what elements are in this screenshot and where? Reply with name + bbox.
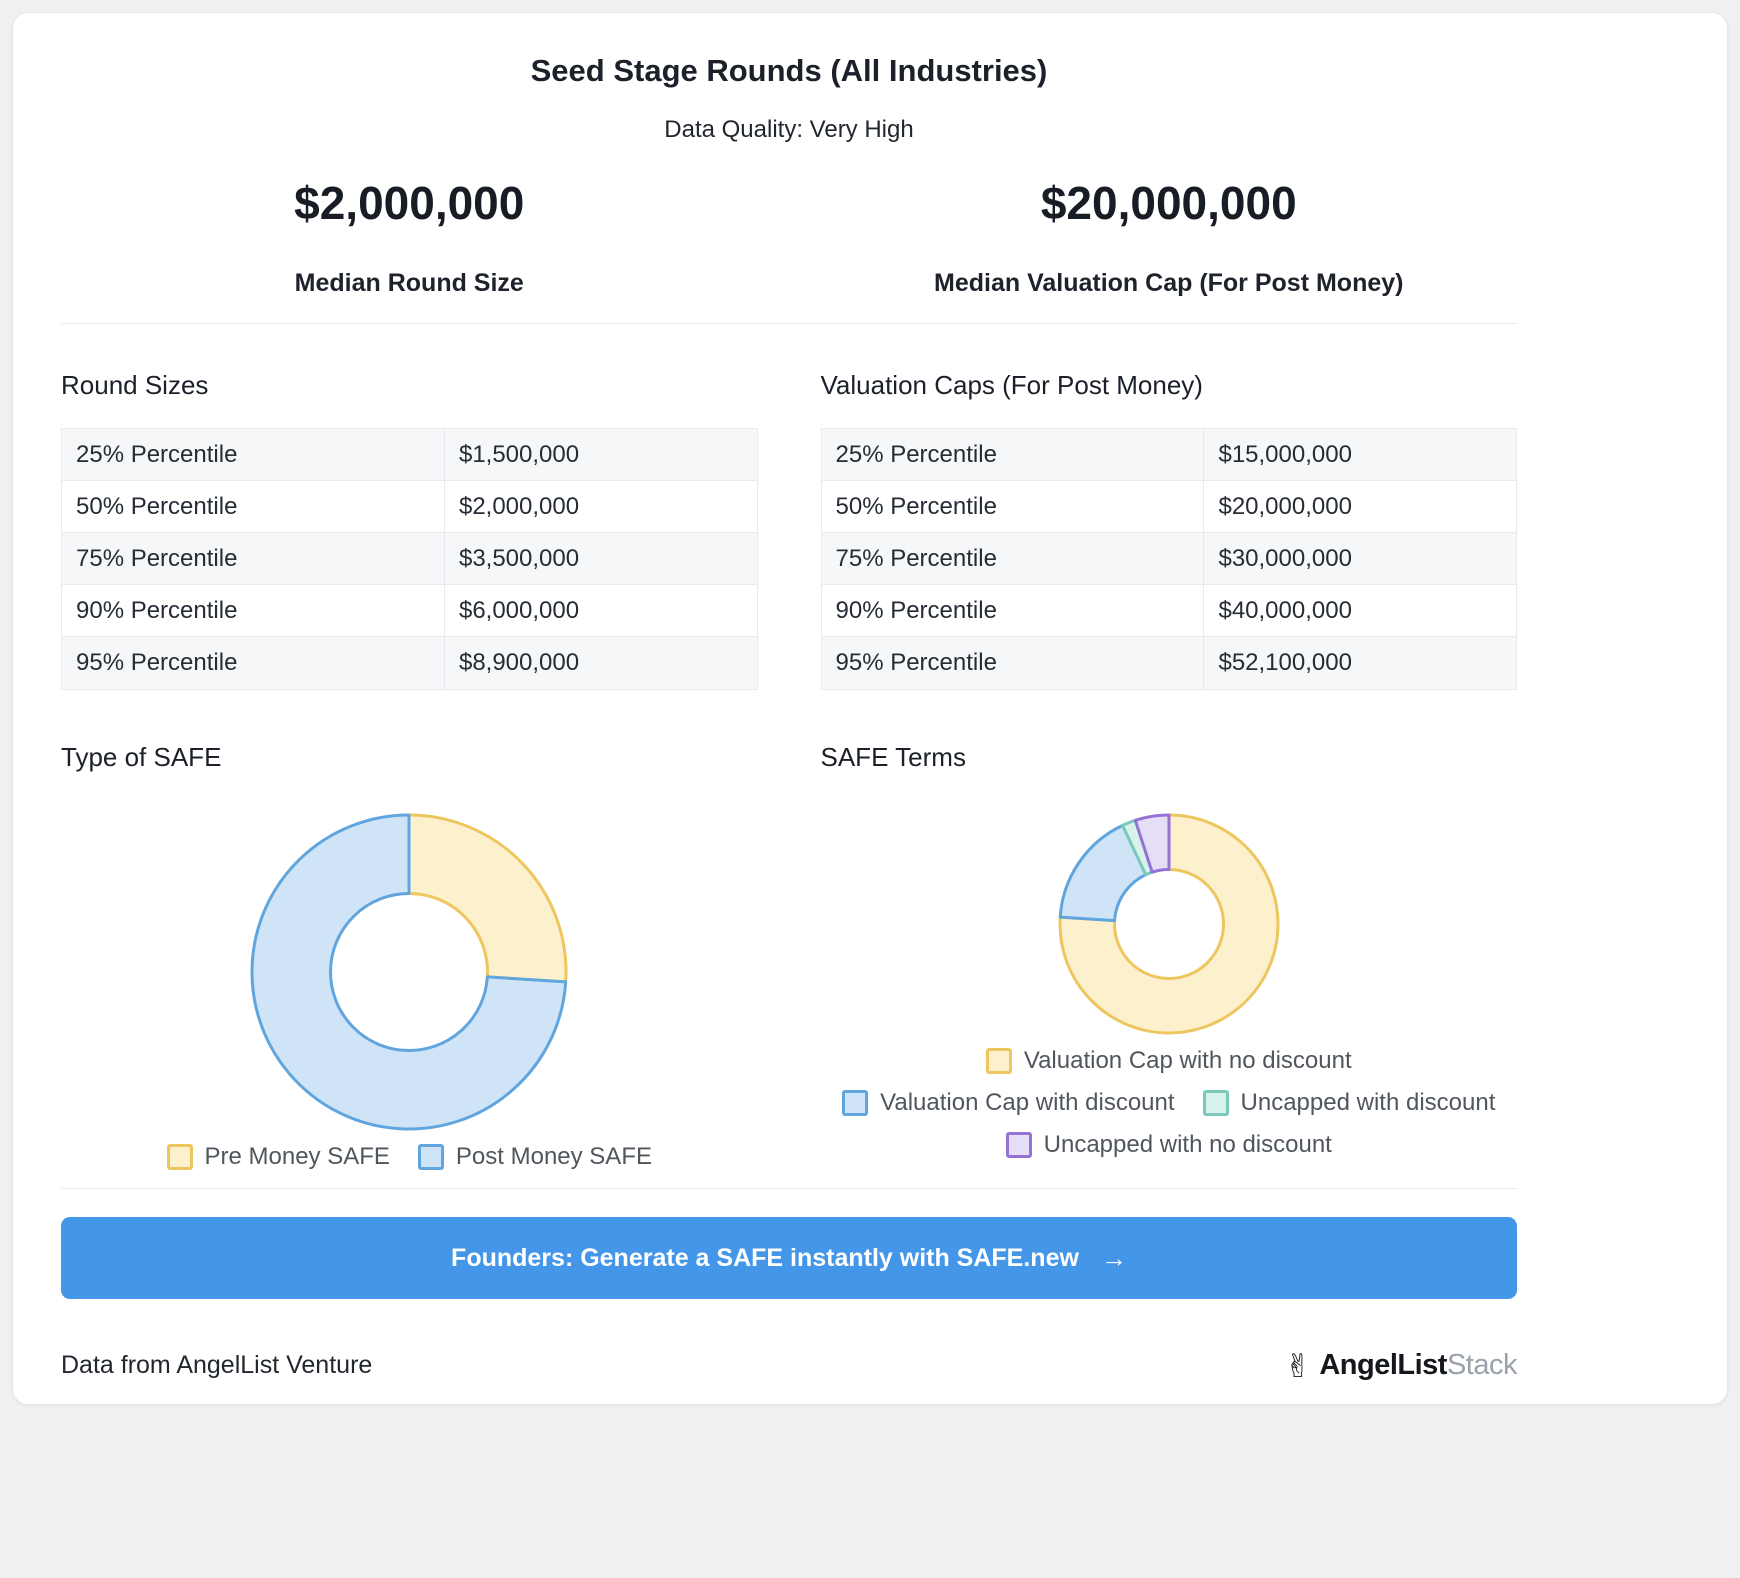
chart-title: SAFE Terms bbox=[820, 742, 966, 772]
divider bbox=[61, 323, 1517, 324]
legend-swatch-icon bbox=[842, 1090, 869, 1116]
donut-chart-svg bbox=[250, 813, 568, 1131]
legend-swatch-icon bbox=[1202, 1090, 1229, 1116]
card-content: Seed Stage Rounds (All Industries) Data … bbox=[61, 53, 1518, 1384]
page-title: Seed Stage Rounds (All Industries) bbox=[530, 53, 1048, 88]
table-cell-label: 90% Percentile bbox=[76, 596, 238, 624]
table-cell-value: $1,500,000 bbox=[443, 429, 757, 480]
divider bbox=[61, 1188, 1517, 1189]
stat-label: Median Valuation Cap (For Post Money) bbox=[934, 269, 1404, 297]
table-row: 25% Percentile $15,000,000 bbox=[821, 429, 1516, 481]
safe-new-cta-button[interactable]: Founders: Generate a SAFE instantly with… bbox=[61, 1217, 1517, 1299]
table-row: 75% Percentile $3,500,000 bbox=[62, 533, 757, 585]
safe-terms-donut-chart bbox=[821, 812, 1518, 1036]
donut-slice bbox=[1133, 813, 1171, 874]
table-row: 50% Percentile $2,000,000 bbox=[62, 481, 757, 533]
median-valuation-cap-stat: $20,000,000 Median Valuation Cap (For Po… bbox=[821, 175, 1518, 299]
legend-label: Uncapped with discount bbox=[1240, 1089, 1496, 1116]
stat-value: $2,000,000 bbox=[294, 177, 525, 229]
table-cell-label: 95% Percentile bbox=[835, 649, 997, 676]
legend-swatch-icon bbox=[166, 1144, 193, 1170]
safe-terms-chart-section: SAFE Terms Valuation Cap with no discoun… bbox=[821, 740, 1518, 1172]
footer: Data from AngelList Venture ✌ AngelList S… bbox=[61, 1347, 1518, 1384]
data-quality-subtitle: Data Quality: Very High bbox=[664, 116, 914, 143]
table-cell-label: 90% Percentile bbox=[835, 596, 997, 624]
table-row: 90% Percentile $6,000,000 bbox=[62, 585, 757, 637]
table-cell-value: $30,000,000 bbox=[1203, 533, 1516, 584]
table-cell-label: 95% Percentile bbox=[76, 649, 238, 676]
section-title: Round Sizes bbox=[61, 370, 209, 400]
logo-brand-text: AngelList bbox=[1319, 1349, 1447, 1381]
table-cell-value: $40,000,000 bbox=[1203, 585, 1516, 636]
table-cell-label: 75% Percentile bbox=[76, 544, 238, 572]
table-cell-value: $15,000,000 bbox=[1203, 429, 1516, 480]
table-cell-value: $3,500,000 bbox=[443, 533, 757, 584]
table-cell-value: $20,000,000 bbox=[1203, 481, 1516, 532]
donut-chart-svg bbox=[1058, 813, 1280, 1035]
table-cell-value: $52,100,000 bbox=[1203, 637, 1516, 689]
donut-slice bbox=[407, 813, 568, 984]
legend-item[interactable]: Pre Money SAFE bbox=[166, 1142, 390, 1172]
table-cell-label: 25% Percentile bbox=[76, 440, 238, 468]
table-cell-label: 25% Percentile bbox=[835, 440, 997, 468]
table-row: 95% Percentile $8,900,000 bbox=[62, 637, 757, 689]
type-of-safe-chart-section: Type of SAFE Pre Money SAFE Post Money SA… bbox=[61, 740, 758, 1172]
legend-item[interactable]: Valuation Cap with no discount bbox=[985, 1046, 1352, 1076]
type-of-safe-legend: Pre Money SAFE Post Money SAFE bbox=[61, 1142, 758, 1172]
arrow-right-icon: → bbox=[1100, 1242, 1127, 1273]
legend-label: Valuation Cap with discount bbox=[880, 1089, 1175, 1116]
legend-swatch-icon bbox=[985, 1048, 1012, 1074]
legend-label: Pre Money SAFE bbox=[204, 1143, 390, 1170]
legend-item[interactable]: Valuation Cap with discount bbox=[842, 1088, 1175, 1118]
stat-value: $20,000,000 bbox=[1040, 177, 1297, 229]
legend-label: Valuation Cap with no discount bbox=[1023, 1047, 1352, 1074]
table-cell-label: 50% Percentile bbox=[76, 492, 238, 520]
legend-swatch-icon bbox=[1005, 1132, 1032, 1158]
safe-terms-legend: Valuation Cap with no discount Valuation … bbox=[821, 1046, 1518, 1160]
table-cell-value: $6,000,000 bbox=[443, 585, 757, 636]
type-of-safe-donut-chart bbox=[61, 812, 758, 1132]
table-cell-label: 50% Percentile bbox=[835, 492, 997, 520]
valuation-caps-table: 25% Percentile $15,000,000 50% Percentile $… bbox=[820, 428, 1517, 690]
round-sizes-section: Round Sizes 25% Percentile $1,500,000 50% … bbox=[61, 368, 758, 690]
round-sizes-table: 25% Percentile $1,500,000 50% Percentile $2… bbox=[61, 428, 758, 690]
table-row: 50% Percentile $20,000,000 bbox=[821, 481, 1516, 533]
angellist-stack-logo: ✌ AngelList Stack bbox=[1284, 1347, 1518, 1384]
legend-item[interactable]: Uncapped with discount bbox=[1202, 1088, 1496, 1118]
percentile-tables-row: Round Sizes 25% Percentile $1,500,000 50% … bbox=[61, 368, 1517, 690]
section-title: Valuation Caps (For Post Money) bbox=[820, 370, 1203, 400]
donut-slice bbox=[250, 813, 568, 1131]
legend-label: Uncapped with no discount bbox=[1043, 1131, 1332, 1158]
stats-card: Seed Stage Rounds (All Industries) Data … bbox=[12, 12, 1728, 1405]
legend-swatch-icon bbox=[417, 1144, 444, 1170]
cta-label: Founders: Generate a SAFE instantly with… bbox=[451, 1243, 1079, 1272]
chart-title: Type of SAFE bbox=[61, 742, 222, 772]
table-row: 95% Percentile $52,100,000 bbox=[821, 637, 1516, 689]
table-row: 25% Percentile $1,500,000 bbox=[62, 429, 757, 481]
data-source-text: Data from AngelList Venture bbox=[61, 1351, 373, 1379]
table-cell-value: $2,000,000 bbox=[443, 481, 757, 532]
headline-stats: $2,000,000 Median Round Size $20,000,000… bbox=[61, 175, 1517, 299]
peace-hand-icon: ✌ bbox=[1284, 1347, 1312, 1384]
table-row: 90% Percentile $40,000,000 bbox=[821, 585, 1516, 637]
logo-suffix-text: Stack bbox=[1446, 1349, 1518, 1381]
table-cell-value: $8,900,000 bbox=[443, 637, 757, 689]
valuation-caps-section: Valuation Caps (For Post Money) 25% Perc… bbox=[820, 368, 1517, 690]
charts-row: Type of SAFE Pre Money SAFE Post Money SA… bbox=[61, 740, 1517, 1172]
stat-label: Median Round Size bbox=[294, 269, 524, 297]
table-row: 75% Percentile $30,000,000 bbox=[821, 533, 1516, 585]
legend-item[interactable]: Uncapped with no discount bbox=[1005, 1130, 1332, 1160]
median-round-size-stat: $2,000,000 Median Round Size bbox=[61, 175, 758, 299]
legend-item[interactable]: Post Money SAFE bbox=[417, 1142, 652, 1172]
legend-label: Post Money SAFE bbox=[455, 1143, 652, 1170]
table-cell-label: 75% Percentile bbox=[835, 544, 997, 572]
donut-slice bbox=[1058, 813, 1280, 1035]
